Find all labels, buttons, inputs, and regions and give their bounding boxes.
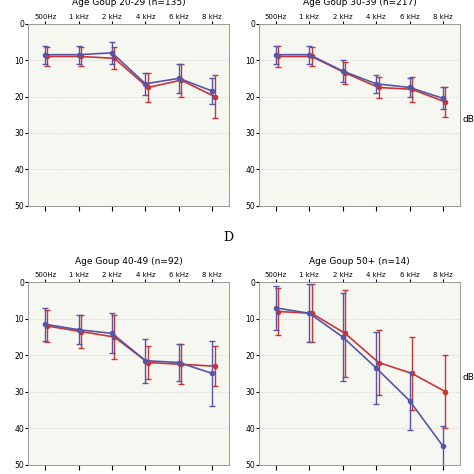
- Title: Age Goup 40-49 (n=92): Age Goup 40-49 (n=92): [75, 257, 182, 266]
- Text: D: D: [223, 231, 233, 245]
- Title: Age Goup 50+ (n=14): Age Goup 50+ (n=14): [309, 257, 410, 266]
- Title: Age Goup 30-39 (n=217): Age Goup 30-39 (n=217): [302, 0, 416, 7]
- Y-axis label: dB: dB: [462, 374, 474, 383]
- Title: Age Goup 20-29 (n=135): Age Goup 20-29 (n=135): [72, 0, 185, 7]
- Y-axis label: dB: dB: [462, 115, 474, 124]
